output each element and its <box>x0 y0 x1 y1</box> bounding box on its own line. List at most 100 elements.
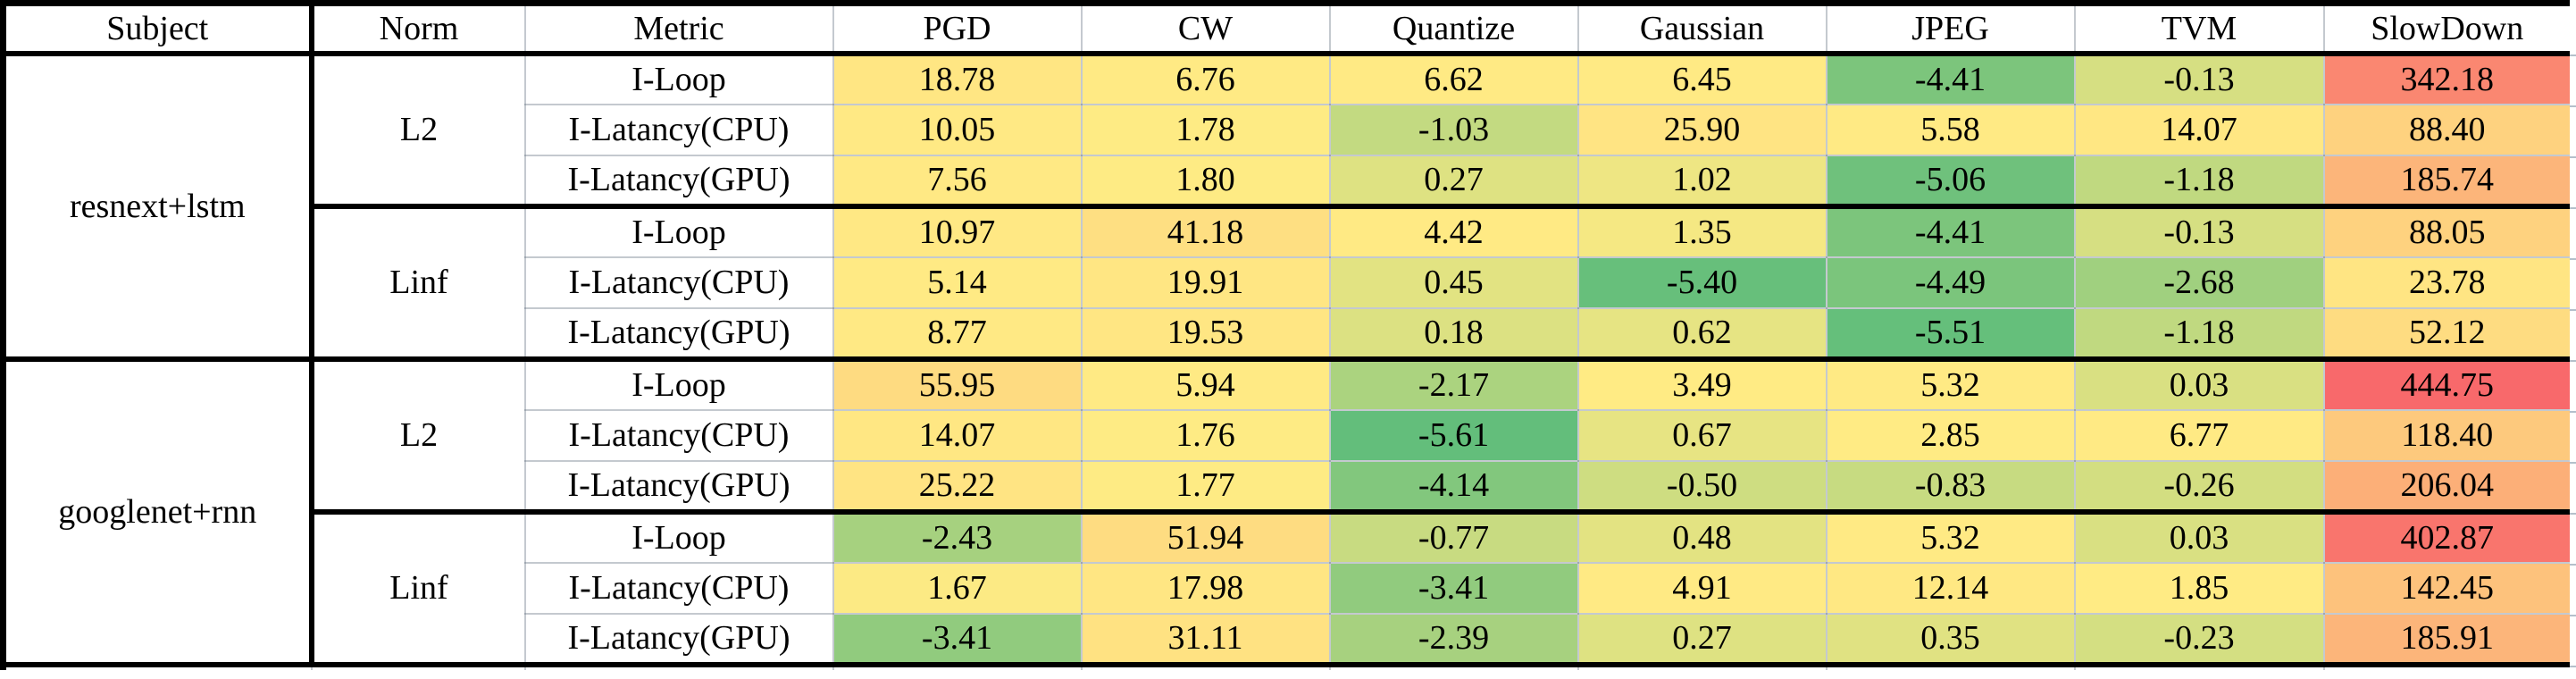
value-cell: 7.56 <box>832 154 1083 209</box>
table-row: Linf I-Loop -2.43 51.94 -0.77 0.48 5.32 … <box>4 510 2576 667</box>
value-cell: 31.11 <box>1080 612 1331 667</box>
column-header-gaussian: Gaussian <box>1577 0 1827 56</box>
value-cell: -0.26 <box>2073 459 2325 515</box>
value-cell: -5.51 <box>1825 306 2076 362</box>
header-row: Subject Norm Metric PGD CW Quantize Gaus… <box>0 0 2576 56</box>
metric-cell: I-Loop <box>523 205 834 258</box>
column-header-cw: CW <box>1080 0 1331 56</box>
value-cell: 55.95 <box>832 357 1083 411</box>
value-cell: 8.77 <box>832 306 1083 362</box>
column-header-tvm: TVM <box>2073 0 2325 56</box>
value-cell: 0.27 <box>1328 154 1579 209</box>
partial-cell <box>1328 663 1579 670</box>
subject-cell: googlenet+rnn <box>0 357 314 667</box>
metric-cell: I-Latancy(GPU) <box>523 612 834 667</box>
column-header-quantize: Quantize <box>1328 0 1579 56</box>
partial-next-row <box>0 663 2574 670</box>
value-cell: 0.35 <box>1825 612 2076 667</box>
column-header-pgd: PGD <box>832 0 1083 56</box>
column-header-norm: Norm <box>310 0 526 56</box>
value-cell: 2.85 <box>1825 408 2076 462</box>
value-cell: -5.06 <box>1825 154 2076 209</box>
value-cell: -1.03 <box>1328 103 1579 156</box>
value-cell: 1.02 <box>1577 154 1827 209</box>
column-header-slowdown: SlowDown <box>2322 0 2576 56</box>
value-cell: 6.77 <box>2073 408 2325 462</box>
table-row: I-Latancy(GPU) 8.77 19.53 0.18 0.62 -5.5… <box>4 306 2576 362</box>
metric-cell: I-Loop <box>523 510 834 564</box>
value-cell: -0.23 <box>2073 612 2325 667</box>
value-cell: 4.91 <box>1577 561 1827 615</box>
metric-cell: I-Latancy(CPU) <box>523 561 834 615</box>
value-cell: -0.50 <box>1577 459 1827 515</box>
value-cell: 0.45 <box>1328 256 1579 309</box>
value-cell: 0.27 <box>1577 612 1827 667</box>
column-header-metric: Metric <box>523 0 834 56</box>
value-cell: 0.03 <box>2073 510 2325 564</box>
partial-cell <box>0 663 313 670</box>
value-cell: 52.12 <box>2322 306 2576 362</box>
value-cell: 0.18 <box>1328 306 1579 362</box>
metric-cell: I-Loop <box>523 52 834 105</box>
table-row: I-Latancy(GPU) 7.56 1.80 0.27 1.02 -5.06… <box>4 154 2576 209</box>
table-row: I-Latancy(CPU) 14.07 1.76 -5.61 0.67 2.8… <box>4 408 2576 462</box>
value-cell: -5.40 <box>1577 256 1827 309</box>
value-cell: 25.90 <box>1577 103 1827 156</box>
value-cell: -1.18 <box>2073 154 2325 209</box>
value-cell: -4.41 <box>1825 205 2076 258</box>
value-cell: 4.42 <box>1328 205 1579 258</box>
value-cell: -2.17 <box>1328 357 1579 411</box>
value-cell: -0.13 <box>2073 52 2325 105</box>
column-header-subject: Subject <box>0 0 314 56</box>
value-cell: 6.45 <box>1577 52 1827 105</box>
value-cell: 206.04 <box>2322 459 2576 515</box>
value-cell: -2.43 <box>832 510 1083 564</box>
metric-cell: I-Latancy(CPU) <box>523 103 834 156</box>
table-row: I-Latancy(CPU) 5.14 19.91 0.45 -5.40 -4.… <box>4 256 2576 309</box>
value-cell: 6.76 <box>1080 52 1331 105</box>
value-cell: 5.32 <box>1825 357 2076 411</box>
value-cell: 5.32 <box>1825 510 2076 564</box>
partial-cell <box>2322 663 2574 670</box>
value-cell: 118.40 <box>2322 408 2576 462</box>
value-cell: 6.62 <box>1328 52 1579 105</box>
value-cell: 0.48 <box>1577 510 1827 564</box>
table-row: googlenet+rnn L2 I-Loop 55.95 5.94 -2.17… <box>0 357 2576 667</box>
value-cell: 1.76 <box>1080 408 1331 462</box>
subject-cell: resnext+lstm <box>0 52 314 362</box>
value-cell: -5.61 <box>1328 408 1579 462</box>
value-cell: -3.41 <box>1328 561 1579 615</box>
partial-cell <box>1825 663 2076 670</box>
table-row: I-Latancy(CPU) 1.67 17.98 -3.41 4.91 12.… <box>4 561 2576 615</box>
value-cell: 88.05 <box>2322 205 2576 258</box>
value-cell: 0.67 <box>1577 408 1827 462</box>
value-cell: -1.18 <box>2073 306 2325 362</box>
partial-cell <box>523 663 834 670</box>
right-margin-strip <box>2570 0 2576 679</box>
value-cell: -0.13 <box>2073 205 2325 258</box>
value-cell: 88.40 <box>2322 103 2576 156</box>
value-cell: 23.78 <box>2322 256 2576 309</box>
partial-cell <box>1577 663 1827 670</box>
value-cell: 1.35 <box>1577 205 1827 258</box>
value-cell: 1.67 <box>832 561 1083 615</box>
value-cell: 10.05 <box>832 103 1083 156</box>
value-cell: 185.74 <box>2322 154 2576 209</box>
partial-cell <box>310 663 526 670</box>
metric-cell: I-Latancy(CPU) <box>523 408 834 462</box>
column-header-jpeg: JPEG <box>1825 0 2076 56</box>
table-row: resnext+lstm L2 I-Loop 18.78 6.76 6.62 6… <box>0 52 2576 362</box>
partial-cell <box>832 663 1083 670</box>
value-cell: 5.94 <box>1080 357 1331 411</box>
value-cell: 3.49 <box>1577 357 1827 411</box>
value-cell: 1.77 <box>1080 459 1331 515</box>
value-cell: 5.14 <box>832 256 1083 309</box>
partial-cell <box>2073 663 2325 670</box>
metric-cell: I-Latancy(CPU) <box>523 256 834 309</box>
value-cell: 342.18 <box>2322 52 2576 105</box>
value-cell: 51.94 <box>1080 510 1331 564</box>
value-cell: 12.14 <box>1825 561 2076 615</box>
value-cell: -2.39 <box>1328 612 1579 667</box>
